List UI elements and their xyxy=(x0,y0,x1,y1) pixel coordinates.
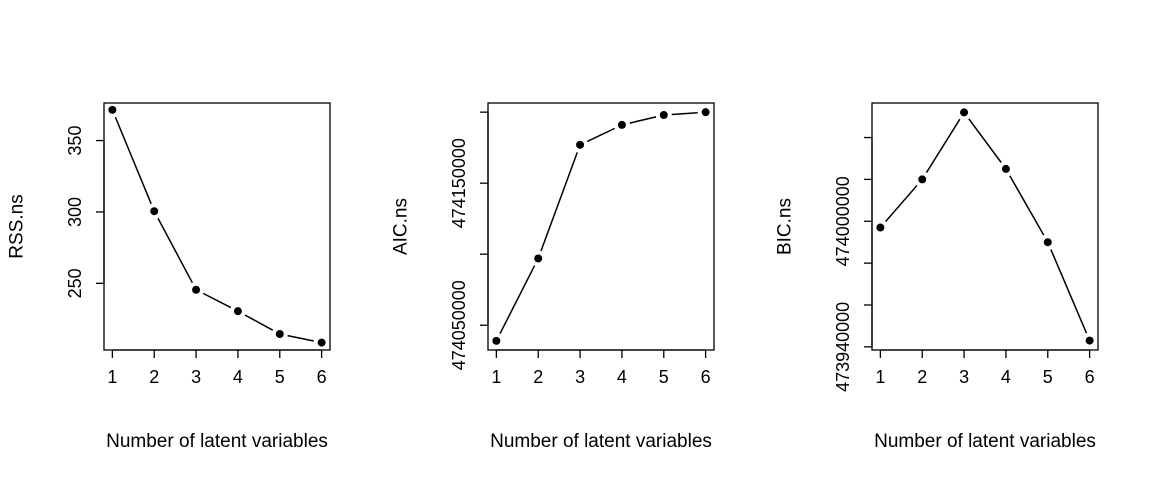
x-tick-label: 3 xyxy=(959,367,969,387)
series-segment xyxy=(244,314,274,331)
y-axis-label: RSS.ns xyxy=(7,194,28,258)
y-tick-label: 250 xyxy=(65,268,85,298)
series-segment xyxy=(885,184,918,223)
series-segment xyxy=(202,292,232,309)
y-tick-label: 474000000 xyxy=(833,176,853,266)
panel-1: 1 2 3 4 5 6 250 300 350 Number of latent variable… xyxy=(7,102,331,452)
series xyxy=(492,108,710,345)
x-tick-label: 6 xyxy=(701,367,711,387)
y-axis-label: BIC.ns xyxy=(775,198,796,255)
y-tick-label: 474150000 xyxy=(449,138,469,228)
y-tick-label: 473940000 xyxy=(833,302,853,392)
series-segment xyxy=(499,265,536,335)
data-point xyxy=(192,285,201,294)
data-point xyxy=(233,307,242,316)
data-point xyxy=(492,336,501,345)
data-point xyxy=(960,108,969,117)
plot-frame xyxy=(487,102,715,351)
x-tick-label: 3 xyxy=(191,367,201,387)
x-tick-label: 1 xyxy=(107,367,117,387)
y-tick-label: 350 xyxy=(65,126,85,156)
x-tick-label: 1 xyxy=(875,367,885,387)
series-segment xyxy=(586,127,616,143)
x-axis: 1 2 3 4 5 6 xyxy=(875,349,1095,387)
data-point xyxy=(617,120,626,129)
series-segment xyxy=(671,111,698,116)
data-point xyxy=(876,223,885,232)
x-axis-label: Number of latent variables xyxy=(874,431,1096,452)
y-axis: 250 300 350 xyxy=(65,126,105,298)
x-tick-label: 5 xyxy=(1043,367,1053,387)
x-tick-label: 5 xyxy=(659,367,669,387)
data-point xyxy=(534,254,543,263)
data-point xyxy=(1001,164,1010,173)
x-tick-label: 2 xyxy=(149,367,159,387)
x-tick-label: 4 xyxy=(617,367,627,387)
series xyxy=(108,105,326,347)
x-tick-label: 6 xyxy=(317,367,327,387)
x-tick-label: 4 xyxy=(233,367,243,387)
x-axis: 1 2 3 4 5 6 xyxy=(491,349,711,387)
data-point xyxy=(701,108,710,117)
data-point xyxy=(1043,238,1052,247)
data-point xyxy=(275,330,284,339)
data-point xyxy=(918,175,927,184)
x-tick-label: 6 xyxy=(1085,367,1095,387)
series-segment xyxy=(1050,249,1088,334)
series-segment xyxy=(114,116,152,205)
data-point xyxy=(150,207,159,216)
y-axis-label: AIC.ns xyxy=(391,198,412,255)
x-axis: 1 2 3 4 5 6 xyxy=(107,349,327,387)
panel-3: 1 2 3 4 5 6 473940000 474000000 Number of latent… xyxy=(775,102,1099,452)
data-point xyxy=(659,110,668,119)
data-point xyxy=(108,105,117,114)
x-tick-label: 2 xyxy=(917,367,927,387)
plot-frame xyxy=(103,102,331,351)
data-point xyxy=(1085,336,1094,345)
y-axis: 474050000 474150000 xyxy=(449,111,489,370)
series xyxy=(876,108,1094,345)
panel-2: 1 2 3 4 5 6 474050000 474150000 Number of latent… xyxy=(391,102,715,452)
x-tick-label: 2 xyxy=(533,367,543,387)
series-segment xyxy=(540,152,579,252)
series-segment xyxy=(925,118,961,174)
series-segment xyxy=(157,217,193,284)
y-tick-label: 300 xyxy=(65,197,85,227)
series-segment xyxy=(1009,175,1045,236)
series-segment xyxy=(287,334,314,342)
data-point xyxy=(317,338,326,347)
series-segment xyxy=(968,118,1002,163)
data-point xyxy=(576,140,585,149)
x-tick-label: 4 xyxy=(1001,367,1011,387)
series-segment xyxy=(629,116,657,124)
x-tick-label: 5 xyxy=(275,367,285,387)
y-axis: 473940000 474000000 xyxy=(833,136,873,392)
x-axis-label: Number of latent variables xyxy=(106,431,328,452)
y-tick-label: 474050000 xyxy=(449,280,469,370)
x-tick-label: 1 xyxy=(491,367,501,387)
x-tick-label: 3 xyxy=(575,367,585,387)
x-axis-label: Number of latent variables xyxy=(490,431,712,452)
